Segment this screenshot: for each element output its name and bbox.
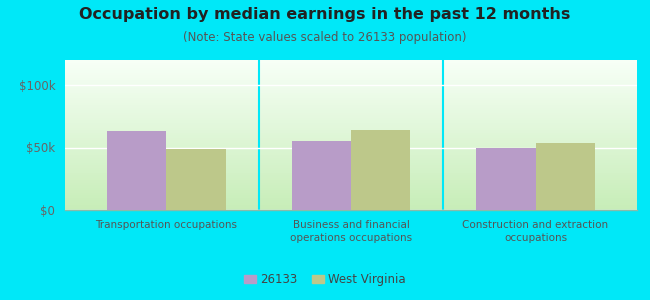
Bar xyxy=(65,77,637,80)
Bar xyxy=(65,100,637,103)
Bar xyxy=(65,80,637,83)
Bar xyxy=(65,110,637,112)
Bar xyxy=(65,175,637,178)
Bar xyxy=(65,130,637,133)
Bar xyxy=(166,149,226,210)
Bar xyxy=(65,68,637,70)
Text: (Note: State values scaled to 26133 population): (Note: State values scaled to 26133 popu… xyxy=(183,32,467,44)
Bar xyxy=(65,82,637,85)
Bar xyxy=(65,190,637,193)
Bar xyxy=(65,145,637,148)
Bar xyxy=(65,112,637,115)
Bar xyxy=(65,197,637,200)
Bar xyxy=(65,120,637,122)
Bar xyxy=(65,105,637,107)
Bar xyxy=(65,195,637,197)
Bar xyxy=(65,122,637,125)
Bar xyxy=(65,167,637,170)
Bar xyxy=(65,178,637,180)
Bar xyxy=(65,150,637,152)
Text: Occupation by median earnings in the past 12 months: Occupation by median earnings in the pas… xyxy=(79,8,571,22)
Bar xyxy=(65,128,637,130)
Bar xyxy=(65,90,637,92)
Bar xyxy=(65,160,637,163)
Bar xyxy=(65,152,637,155)
Bar xyxy=(65,70,637,73)
Bar xyxy=(65,193,637,195)
Bar xyxy=(65,65,637,68)
Bar xyxy=(65,95,637,98)
Bar xyxy=(65,137,637,140)
Bar xyxy=(351,130,410,210)
Bar xyxy=(65,62,637,65)
Bar xyxy=(65,202,637,205)
Bar xyxy=(65,88,637,90)
Bar xyxy=(65,182,637,185)
Bar xyxy=(65,155,637,158)
Bar xyxy=(65,85,637,88)
Bar xyxy=(65,73,637,75)
Bar xyxy=(65,75,637,77)
Bar xyxy=(65,125,637,128)
Bar xyxy=(65,140,637,142)
Bar xyxy=(65,92,637,95)
Bar xyxy=(65,142,637,145)
Bar xyxy=(65,118,637,120)
Bar xyxy=(65,148,637,150)
Bar xyxy=(65,172,637,175)
Bar xyxy=(292,141,351,210)
Bar xyxy=(536,142,595,210)
Bar xyxy=(65,208,637,210)
Bar xyxy=(65,170,637,172)
Bar xyxy=(65,107,637,110)
Bar xyxy=(65,60,637,62)
Bar xyxy=(65,185,637,188)
Bar xyxy=(65,103,637,105)
Bar xyxy=(107,131,166,210)
Bar xyxy=(65,158,637,160)
Bar xyxy=(65,135,637,137)
Bar xyxy=(65,115,637,118)
Bar xyxy=(65,165,637,167)
Bar xyxy=(65,200,637,203)
Bar xyxy=(65,98,637,100)
Bar xyxy=(65,188,637,190)
Legend: 26133, West Virginia: 26133, West Virginia xyxy=(239,269,411,291)
Bar xyxy=(476,148,536,210)
Bar xyxy=(65,205,637,208)
Bar xyxy=(65,163,637,165)
Bar xyxy=(65,180,637,182)
Bar xyxy=(65,133,637,135)
